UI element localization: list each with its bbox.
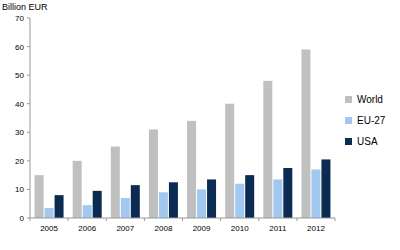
legend-swatch xyxy=(345,96,352,103)
bar xyxy=(187,121,196,218)
bar xyxy=(73,161,82,218)
bar xyxy=(111,147,120,218)
bar xyxy=(301,49,310,218)
y-tick-label: 60 xyxy=(15,43,24,52)
x-tick-label: 2011 xyxy=(269,224,287,233)
bar xyxy=(55,195,64,218)
bar xyxy=(207,179,216,218)
bar xyxy=(235,184,244,218)
chart-container: Billion EUR 0 10 20 30 40 50 60 70 2005 2006 2007 20… xyxy=(0,0,400,250)
x-tick-label: 2005 xyxy=(40,224,58,233)
legend-label: World xyxy=(357,94,383,105)
bar xyxy=(245,175,254,218)
bar xyxy=(311,169,320,218)
chart-svg: Billion EUR 0 10 20 30 40 50 60 70 2005 2006 2007 20… xyxy=(0,0,400,250)
bar xyxy=(149,129,158,218)
legend-swatch xyxy=(345,117,352,124)
y-tick-label: 20 xyxy=(15,157,24,166)
x-tick-label: 2007 xyxy=(116,224,134,233)
x-axis xyxy=(30,218,335,219)
bar xyxy=(121,198,130,218)
bar xyxy=(225,104,234,218)
bar xyxy=(45,208,54,218)
bar xyxy=(35,175,44,218)
bar xyxy=(131,185,140,218)
y-tick-label: 70 xyxy=(15,14,24,23)
bar xyxy=(169,182,178,218)
bar xyxy=(159,192,168,218)
y-axis xyxy=(30,18,31,218)
bar xyxy=(83,205,92,218)
x-tick-label: 2006 xyxy=(78,224,96,233)
y-tick-label: 50 xyxy=(15,71,24,80)
bar xyxy=(93,191,102,218)
bars xyxy=(35,49,331,218)
bar xyxy=(197,189,206,218)
y-axis-title: Billion EUR xyxy=(2,2,48,12)
y-tick-label: 30 xyxy=(15,128,24,137)
y-tick-label: 10 xyxy=(15,185,24,194)
x-tick-label: 2012 xyxy=(307,224,325,233)
x-tick-label: 2008 xyxy=(155,224,173,233)
bar xyxy=(321,159,330,218)
legend-label: USA xyxy=(357,136,378,147)
bar xyxy=(283,168,292,218)
bar xyxy=(263,81,272,218)
legend-swatch xyxy=(345,138,352,145)
y-tick-label: 40 xyxy=(15,100,24,109)
x-tick-label: 2009 xyxy=(193,224,211,233)
x-tick-label: 2010 xyxy=(231,224,249,233)
y-tick-label: 0 xyxy=(20,214,25,223)
bar xyxy=(273,179,282,218)
legend-label: EU-27 xyxy=(357,115,386,126)
